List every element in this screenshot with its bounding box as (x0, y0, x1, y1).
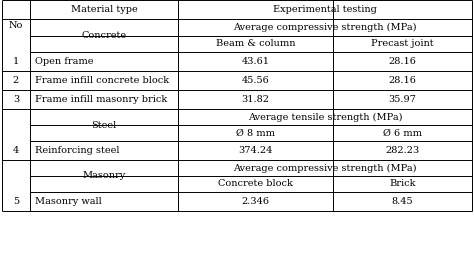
Text: 5: 5 (13, 197, 19, 206)
Text: Masonry wall: Masonry wall (35, 197, 102, 206)
Text: 31.82: 31.82 (241, 95, 270, 104)
Text: Precast joint: Precast joint (371, 39, 434, 49)
Text: 35.97: 35.97 (389, 95, 417, 104)
Text: Reinforcing steel: Reinforcing steel (35, 146, 119, 155)
Text: 4: 4 (13, 146, 19, 155)
Text: Open frame: Open frame (35, 57, 93, 66)
Text: Average compressive strength (MPa): Average compressive strength (MPa) (233, 163, 417, 173)
Text: 43.61: 43.61 (241, 57, 270, 66)
Text: 1: 1 (13, 57, 19, 66)
Text: 2.346: 2.346 (241, 197, 270, 206)
Text: Ø 8 mm: Ø 8 mm (236, 128, 275, 138)
Text: 28.16: 28.16 (389, 76, 417, 85)
Text: Beam & column: Beam & column (216, 39, 295, 49)
Text: Concrete: Concrete (82, 31, 127, 40)
Text: 3: 3 (13, 95, 19, 104)
Text: Frame infill masonry brick: Frame infill masonry brick (35, 95, 167, 104)
Text: 374.24: 374.24 (238, 146, 273, 155)
Text: Brick: Brick (389, 180, 416, 189)
Text: Ø 6 mm: Ø 6 mm (383, 128, 422, 138)
Text: Steel: Steel (91, 120, 117, 130)
Text: No: No (9, 21, 23, 30)
Text: Average tensile strength (MPa): Average tensile strength (MPa) (248, 112, 402, 122)
Text: Frame infill concrete block: Frame infill concrete block (35, 76, 169, 85)
Text: 2: 2 (13, 76, 19, 85)
Text: 8.45: 8.45 (392, 197, 413, 206)
Text: 282.23: 282.23 (385, 146, 419, 155)
Text: Average compressive strength (MPa): Average compressive strength (MPa) (233, 23, 417, 32)
Text: 28.16: 28.16 (389, 57, 417, 66)
Text: Concrete block: Concrete block (218, 180, 293, 189)
Text: Material type: Material type (71, 5, 137, 14)
Text: 45.56: 45.56 (242, 76, 269, 85)
Text: Experimental testing: Experimental testing (273, 5, 377, 14)
Text: Masonry: Masonry (82, 172, 126, 181)
